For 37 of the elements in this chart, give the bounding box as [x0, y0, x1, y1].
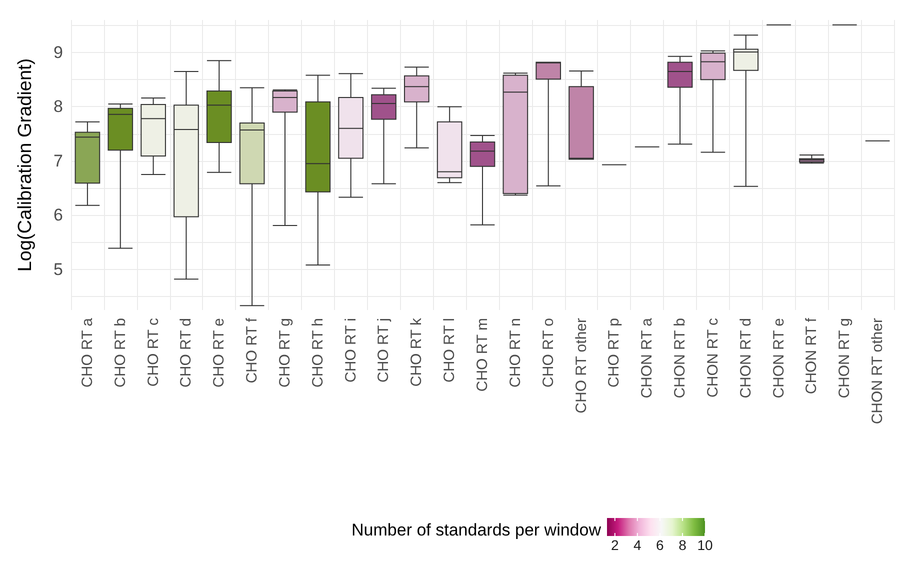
x-tick-label: CHON RT e: [770, 318, 788, 398]
x-tick-label: CHO RT other: [572, 318, 590, 414]
x-tick-label: CHO RT j: [375, 318, 392, 382]
x-tick-label: CHO RT e: [210, 318, 228, 388]
x-tick-label: CHO RT a: [78, 317, 96, 388]
x-tick-label: CHON RT a: [638, 317, 656, 398]
y-axis-title: Log(Calibration Gradient): [15, 58, 36, 272]
y-tick-label: 6: [54, 206, 63, 225]
y-tick-label: 8: [54, 97, 63, 116]
x-tick-label: CHO RT b: [112, 318, 129, 388]
x-tick-label: CHON RT other: [869, 318, 886, 424]
color-bar-label: 4: [634, 537, 642, 553]
x-tick-label: CHO RT d: [178, 318, 195, 388]
y-tick-label: 9: [54, 43, 63, 62]
x-tick-label: CHON RT b: [672, 318, 689, 398]
x-tick-label: CHON RT c: [704, 318, 722, 398]
x-tick-label: CHO RT h: [309, 318, 326, 388]
y-tick-label: 5: [54, 260, 63, 279]
x-tick-label: CHO RT p: [606, 318, 623, 388]
x-tick-label: CHO RT c: [144, 318, 162, 387]
x-tick-label: CHO RT n: [506, 318, 524, 388]
x-tick-label: CHO RT f: [244, 317, 261, 384]
x-tick-label: CHO RT k: [408, 318, 426, 387]
color-bar-title: Number of standards per window: [352, 520, 602, 540]
color-bar-label: 10: [697, 537, 713, 553]
color-bar-label: 6: [656, 537, 664, 553]
x-tick-label: CHO RT m: [474, 318, 491, 392]
color-bar-label: 8: [678, 537, 687, 553]
x-tick-label: CHON RT g: [836, 318, 854, 398]
x-tick-label: CHON RT f: [803, 317, 820, 394]
x-tick-label: CHON RT d: [737, 318, 754, 398]
x-tick-label: CHO RT i: [342, 318, 360, 382]
color-bar-label: 2: [610, 537, 619, 553]
x-tick-label: CHO RT l: [441, 318, 458, 382]
x-tick-label: CHO RT o: [540, 318, 557, 388]
y-tick-label: 7: [54, 151, 63, 170]
x-tick-label: CHO RT g: [276, 318, 294, 388]
